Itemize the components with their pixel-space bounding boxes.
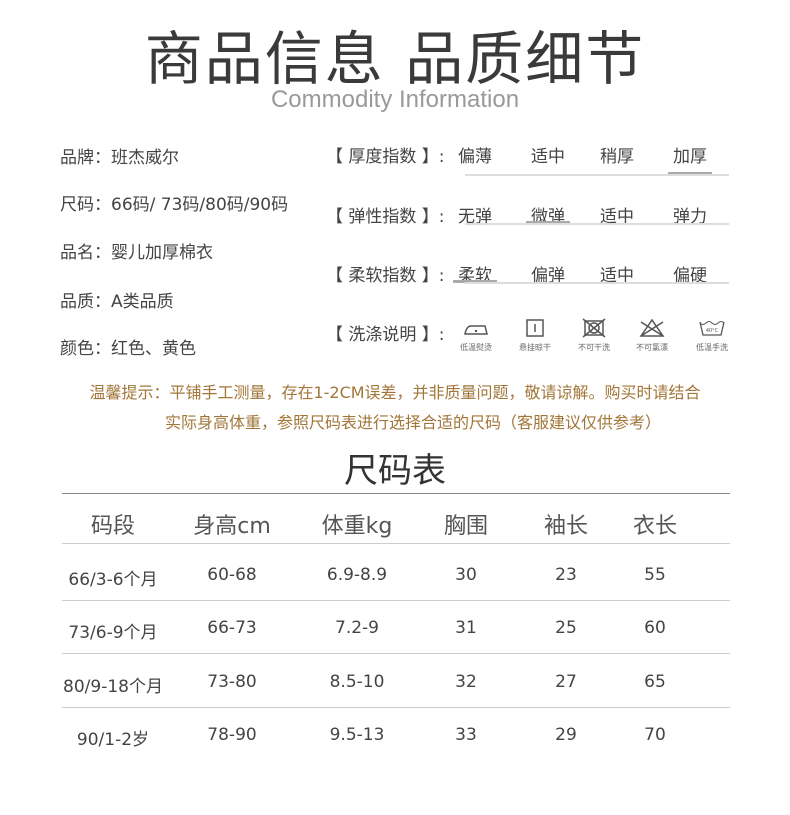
wash-item-label: 不可氯漂 bbox=[636, 343, 668, 352]
index-option: 偏弹 bbox=[531, 266, 565, 286]
hand-wash-40-icon: 40°C bbox=[699, 321, 725, 336]
tip-line: 实际身高体重，参照尺码表进行选择合适的尺码（客服建议仅供参考） bbox=[164, 413, 661, 432]
index-option: 适中 bbox=[600, 207, 634, 227]
table-header: 胸围 bbox=[443, 514, 488, 539]
tip-line: 温馨提示：平铺手工测量，存在1-2CM误差，并非质量问题，敬请谅解。购买时请结合 bbox=[89, 383, 701, 402]
wash-label: 【 洗涤说明 】: bbox=[326, 325, 445, 345]
page-subtitle: Commodity Information bbox=[270, 86, 520, 113]
info-brand: 品牌：班杰威尔 bbox=[60, 148, 179, 168]
index-selected-marker bbox=[668, 172, 712, 175]
index-scale-line bbox=[465, 174, 729, 176]
table-cell: 73-80 bbox=[207, 672, 257, 692]
table-cell: 27 bbox=[555, 672, 577, 692]
info-name: 品名：婴儿加厚棉衣 bbox=[60, 243, 213, 263]
wash-item-label: 低温熨烫 bbox=[460, 343, 492, 352]
table-cell: 31 bbox=[455, 618, 477, 638]
table-cell: 29 bbox=[555, 725, 577, 745]
table-cell: 65 bbox=[644, 672, 666, 692]
table-cell: 66-73 bbox=[207, 618, 257, 638]
table-divider bbox=[62, 707, 730, 708]
index-option: 适中 bbox=[600, 266, 634, 286]
table-cell: 70 bbox=[644, 725, 666, 745]
table-cell: 32 bbox=[455, 672, 477, 692]
table-cell: 30 bbox=[455, 565, 477, 585]
info-color: 颜色：红色、黄色 bbox=[60, 339, 196, 359]
index-label: 【 厚度指数 】: bbox=[326, 147, 445, 167]
table-cell: 78-90 bbox=[207, 725, 257, 745]
index-label: 【 柔软指数 】: bbox=[326, 266, 445, 286]
wash-item-label: 不可干洗 bbox=[578, 343, 610, 352]
index-option: 弹力 bbox=[673, 207, 707, 227]
wash-item: 悬挂晾干 bbox=[505, 318, 565, 353]
index-selected-marker bbox=[453, 280, 497, 283]
index-option: 加厚 bbox=[673, 147, 707, 167]
table-cell: 90/1-2岁 bbox=[76, 730, 150, 750]
table-header: 码段 bbox=[90, 514, 135, 539]
wash-item: 不可氯漂 bbox=[622, 318, 682, 353]
table-cell: 60 bbox=[644, 618, 666, 638]
table-cell: 23 bbox=[555, 565, 577, 585]
table-cell: 7.2-9 bbox=[335, 618, 379, 638]
table-top-border bbox=[62, 493, 730, 494]
index-option: 稍厚 bbox=[600, 147, 634, 167]
no-dry-clean-icon bbox=[582, 318, 606, 338]
table-cell: 9.5-13 bbox=[329, 725, 385, 745]
wash-item: 40°C 低温手洗 bbox=[682, 318, 742, 353]
table-cell: 80/9-18个月 bbox=[63, 677, 163, 697]
table-divider bbox=[62, 653, 730, 654]
table-header: 身高cm bbox=[193, 514, 271, 539]
index-label: 【 弹性指数 】: bbox=[326, 207, 445, 227]
index-option: 无弹 bbox=[458, 207, 492, 227]
wash-item: 低温熨烫 bbox=[446, 318, 506, 353]
table-cell: 33 bbox=[455, 725, 477, 745]
svg-text:40°C: 40°C bbox=[706, 328, 719, 334]
table-cell: 73/6-9个月 bbox=[68, 623, 158, 643]
table-cell: 6.9-8.9 bbox=[326, 565, 388, 585]
no-bleach-icon bbox=[639, 318, 665, 337]
page-title: 商品信息 品质细节 bbox=[144, 25, 646, 93]
tip-text: 温馨提示：平铺手工测量，存在1-2CM误差，并非质量问题，敬请谅解。购买时请结合… bbox=[0, 378, 790, 438]
index-option: 偏硬 bbox=[673, 266, 707, 286]
wash-item-label: 悬挂晾干 bbox=[519, 343, 551, 352]
table-cell: 8.5-10 bbox=[329, 672, 385, 692]
table-header: 衣长 bbox=[632, 514, 677, 539]
index-selected-marker bbox=[526, 221, 570, 224]
wash-item: 不可干洗 bbox=[564, 318, 624, 353]
info-size: 尺码：66码/ 73码/80码/90码 bbox=[60, 195, 289, 215]
index-scale-line bbox=[465, 282, 729, 284]
size-table-title: 尺码表 bbox=[344, 451, 446, 491]
table-header: 体重kg bbox=[321, 514, 393, 539]
table-header: 袖长 bbox=[543, 514, 588, 539]
hang-dry-icon bbox=[526, 319, 544, 337]
info-quality: 品质：A类品质 bbox=[60, 292, 174, 312]
table-cell: 25 bbox=[555, 618, 577, 638]
iron-low-temp-icon bbox=[464, 325, 488, 335]
table-cell: 60-68 bbox=[207, 565, 257, 585]
index-option: 适中 bbox=[531, 147, 565, 167]
index-scale-line bbox=[465, 223, 729, 225]
table-cell: 66/3-6个月 bbox=[68, 570, 158, 590]
index-option: 偏薄 bbox=[458, 147, 492, 167]
table-cell: 55 bbox=[644, 565, 666, 585]
wash-item-label: 低温手洗 bbox=[696, 343, 728, 352]
table-divider bbox=[62, 543, 730, 544]
table-divider bbox=[62, 600, 730, 601]
